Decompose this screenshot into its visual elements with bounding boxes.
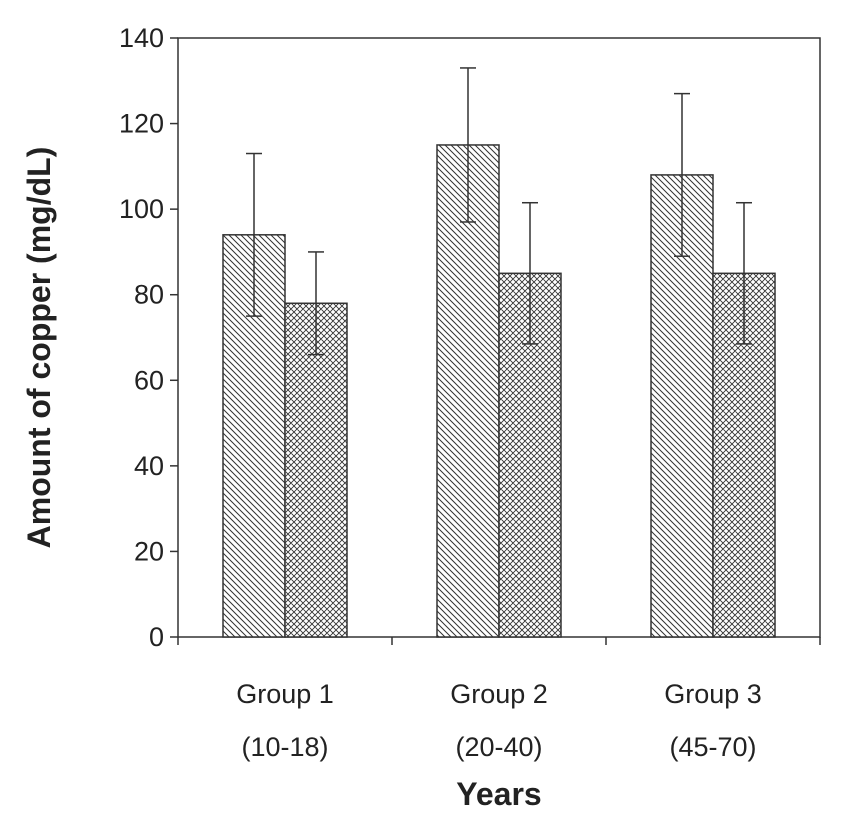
error-bar-series2-cat3 [736,201,752,345]
y-tick-label: 0 [149,622,164,652]
error-bar-series1-cat3 [674,92,690,257]
category-sublabel: (45-70) [669,732,756,762]
y-tick-label: 40 [134,451,164,481]
x-axis-title: Years [456,776,541,812]
category-label: Group 2 [450,679,548,709]
bars [222,144,776,638]
error-bars [246,67,752,356]
error-bar-series2-cat2 [522,201,538,345]
category-sublabel: (10-18) [241,732,328,762]
y-tick-label: 60 [134,365,164,395]
category-sublabel: (20-40) [455,732,542,762]
y-axis: 0 20 40 60 80 100 120 140 [119,23,178,652]
error-bar-series1-cat2 [460,67,476,223]
y-tick-label: 140 [119,23,164,53]
category-label: Group 3 [664,679,762,709]
x-axis [177,637,821,645]
y-tick-label: 80 [134,280,164,310]
y-axis-title: Amount of copper (mg/dL) [21,147,57,549]
category-label: Group 1 [236,679,334,709]
bar-series1-cat2 [436,144,500,638]
bar-series2-cat1 [284,302,348,638]
y-tick-label: 20 [134,536,164,566]
error-bar-series1-cat1 [246,152,262,317]
error-bar-series2-cat1 [308,251,324,356]
y-tick-label: 100 [119,194,164,224]
category-labels: Group 1 (10-18) Group 2 (20-40) Group 3 (45-7… [236,679,762,762]
y-tick-label: 120 [119,109,164,139]
